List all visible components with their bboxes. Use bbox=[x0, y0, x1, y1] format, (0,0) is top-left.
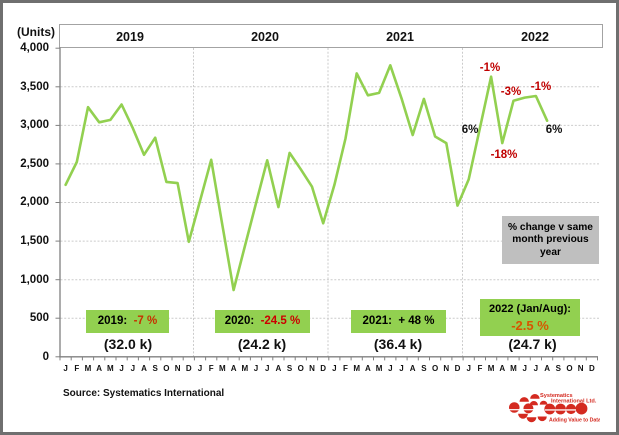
svg-text:Systematics: Systematics bbox=[540, 393, 573, 399]
svg-text:Adding Value to Data: Adding Value to Data bbox=[549, 418, 600, 424]
svg-text:International Ltd.: International Ltd. bbox=[551, 399, 597, 405]
